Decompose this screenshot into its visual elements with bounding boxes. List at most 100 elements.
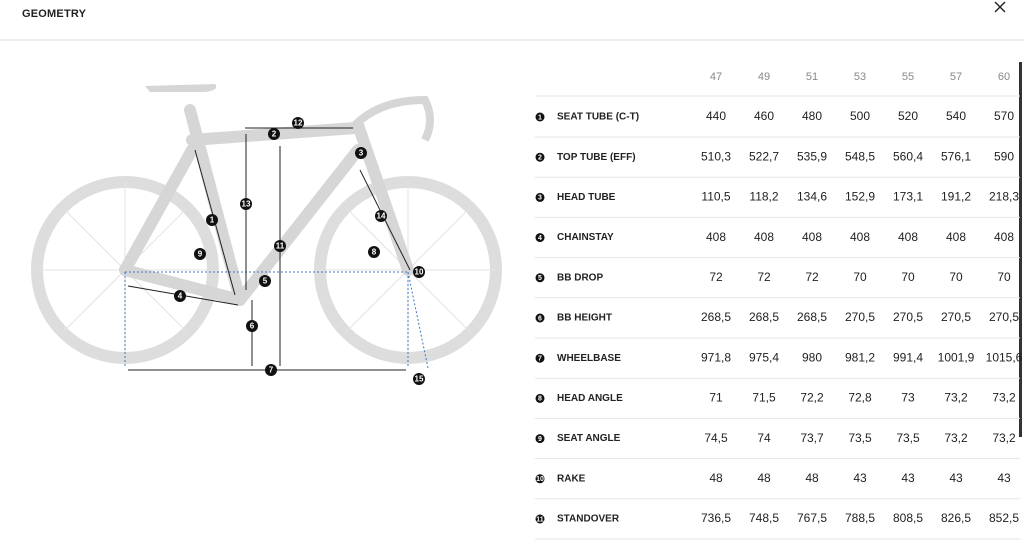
cell-value: 72 [805, 270, 819, 284]
row-badge [535, 233, 545, 243]
cell-value: 270,5 [989, 310, 1019, 324]
cell-value: 72 [757, 270, 771, 284]
cell-value: 73,5 [848, 431, 872, 445]
row-badge [535, 353, 545, 363]
cell-value: 590 [994, 149, 1014, 163]
row-name: TOP TUBE (EFF) [557, 152, 636, 163]
cell-value: 991,4 [893, 350, 923, 364]
row-badge [535, 514, 545, 524]
row-number: 5 [538, 275, 542, 282]
diagram-label: 12 [294, 119, 303, 128]
cell-value: 540 [946, 109, 966, 123]
cell-value: 980 [802, 350, 822, 364]
cell-value: 43 [997, 471, 1011, 485]
row-name: SEAT ANGLE [557, 433, 621, 444]
cell-value: 560,4 [893, 149, 923, 163]
diagram-badge [240, 198, 252, 210]
size-header: 57 [950, 71, 962, 83]
size-header: 51 [806, 71, 818, 83]
cell-value: 975,4 [749, 350, 779, 364]
cell-value: 1001,9 [938, 350, 975, 364]
row-badge [535, 152, 545, 162]
diagram-label: 6 [250, 322, 255, 331]
diagram-label: 15 [415, 375, 424, 384]
diagram-badge [259, 275, 271, 287]
row-number: 8 [538, 396, 542, 403]
cell-value: 70 [901, 270, 915, 284]
cell-value: 71,5 [752, 391, 776, 405]
row-badge [535, 273, 545, 283]
cell-value: 72 [709, 270, 723, 284]
cell-value: 767,5 [797, 511, 827, 525]
row-badge [535, 192, 545, 202]
diagram-label: 14 [377, 212, 386, 221]
diagram-label: 4 [178, 292, 183, 301]
diagram-label: 7 [269, 366, 274, 375]
row-badge [535, 112, 545, 122]
cell-value: 408 [706, 230, 726, 244]
cell-value: 73,5 [896, 431, 920, 445]
row-name: RAKE [557, 473, 586, 484]
cell-value: 270,5 [893, 310, 923, 324]
cell-value: 808,5 [893, 511, 923, 525]
row-number: 10 [536, 476, 544, 483]
cell-value: 74 [757, 431, 771, 445]
row-badge [535, 313, 545, 323]
diagram-badge [375, 210, 387, 222]
cell-value: 48 [709, 471, 723, 485]
diagram-label: 10 [415, 268, 424, 277]
panel-title: GEOMETRY [22, 8, 87, 20]
cell-value: 73,2 [944, 391, 968, 405]
diagram-badge [206, 214, 218, 226]
cell-value: 1015,6 [986, 350, 1023, 364]
diagram-label: 3 [359, 149, 364, 158]
row-badge [535, 474, 545, 484]
row-name: HEAD ANGLE [557, 393, 623, 404]
cell-value: 971,8 [701, 350, 731, 364]
scrollbar[interactable] [1019, 62, 1022, 437]
row-number: 11 [536, 516, 544, 523]
diagram-label: 1 [210, 216, 215, 225]
cell-value: 788,5 [845, 511, 875, 525]
cell-value: 118,2 [749, 190, 778, 204]
row-number: 2 [538, 155, 542, 162]
row-number: 3 [538, 195, 542, 202]
row-name: WHEELBASE [557, 353, 621, 364]
diagram-label: 11 [276, 242, 285, 251]
cell-value: 73 [901, 391, 915, 405]
cell-value: 74,5 [704, 431, 728, 445]
cell-value: 440 [706, 109, 726, 123]
cell-value: 460 [754, 109, 774, 123]
diagram-badge [268, 128, 280, 140]
size-header: 55 [902, 71, 914, 83]
cell-value: 70 [997, 270, 1011, 284]
cell-value: 70 [949, 270, 963, 284]
row-name: HEAD TUBE [557, 192, 616, 203]
diagram-badge [368, 246, 380, 258]
row-name: STANDOVER [557, 514, 620, 525]
cell-value: 268,5 [797, 310, 827, 324]
close-button[interactable] [994, 1, 1006, 13]
size-header: 53 [854, 71, 866, 83]
size-header: 47 [710, 71, 722, 83]
cell-value: 408 [802, 230, 822, 244]
cell-value: 73,2 [992, 391, 1016, 405]
row-name: BB HEIGHT [557, 313, 612, 324]
cell-value: 520 [898, 109, 918, 123]
cell-value: 268,5 [701, 310, 731, 324]
cell-value: 748,5 [749, 511, 779, 525]
size-header: 60 [998, 71, 1010, 83]
row-name: BB DROP [557, 272, 603, 283]
diagram-badge [413, 373, 425, 385]
cell-value: 548,5 [845, 149, 875, 163]
diagram-label: 2 [272, 130, 277, 139]
close-icon[interactable] [994, 1, 1006, 13]
cell-value: 71 [709, 391, 723, 405]
cell-value: 270,5 [845, 310, 875, 324]
diagram-badge [265, 364, 277, 376]
cell-value: 73,2 [992, 431, 1016, 445]
cell-value: 852,5 [989, 511, 1019, 525]
cell-value: 268,5 [749, 310, 779, 324]
cell-value: 48 [805, 471, 819, 485]
cell-value: 134,6 [797, 190, 827, 204]
